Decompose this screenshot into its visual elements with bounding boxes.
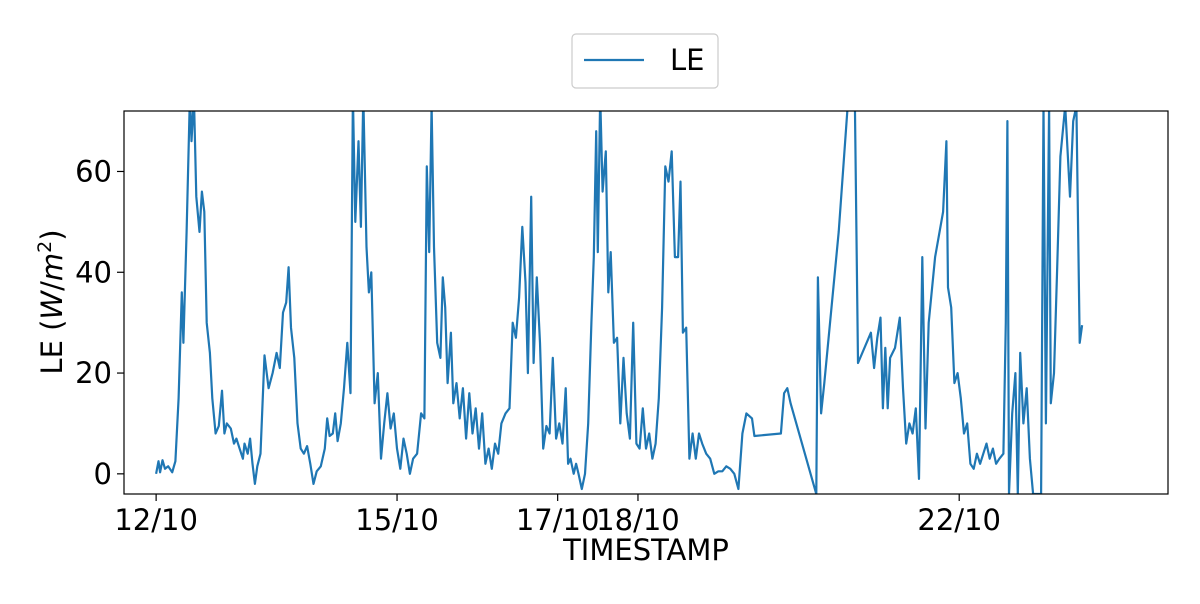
series-layer — [155, 111, 1084, 494]
legend: LE — [571, 33, 719, 89]
y-axis-label-close: ) — [35, 229, 69, 240]
y-tick-label: 60 — [75, 154, 112, 188]
y-axis-label: LE (W/m2) — [34, 229, 69, 374]
x-tick-label: 22/10 — [917, 503, 1001, 537]
x-tick-label: 15/10 — [355, 503, 439, 537]
y-tick-label: 40 — [75, 255, 112, 289]
y-axis-label-unit-exp: 2 — [34, 241, 56, 253]
x-axis-label: TIMESTAMP — [562, 533, 729, 567]
legend-box — [571, 33, 719, 89]
legend-label-le: LE — [670, 43, 704, 77]
x-tick-label: 12/10 — [114, 503, 198, 537]
y-tick-label: 20 — [75, 356, 112, 390]
y-axis-label-unit-w: W — [35, 290, 69, 320]
y-axis-label-unit-m: m — [35, 253, 69, 281]
plot-frame — [123, 110, 1169, 495]
series-line-le — [155, 111, 1084, 494]
x-tick-label: 18/10 — [596, 503, 680, 537]
x-tick-label: 17/10 — [516, 503, 600, 537]
y-axis-label-main: LE ( — [35, 320, 69, 375]
y-tick-label: 0 — [94, 457, 112, 491]
y-axis-label-unit-slash: / — [35, 281, 69, 291]
